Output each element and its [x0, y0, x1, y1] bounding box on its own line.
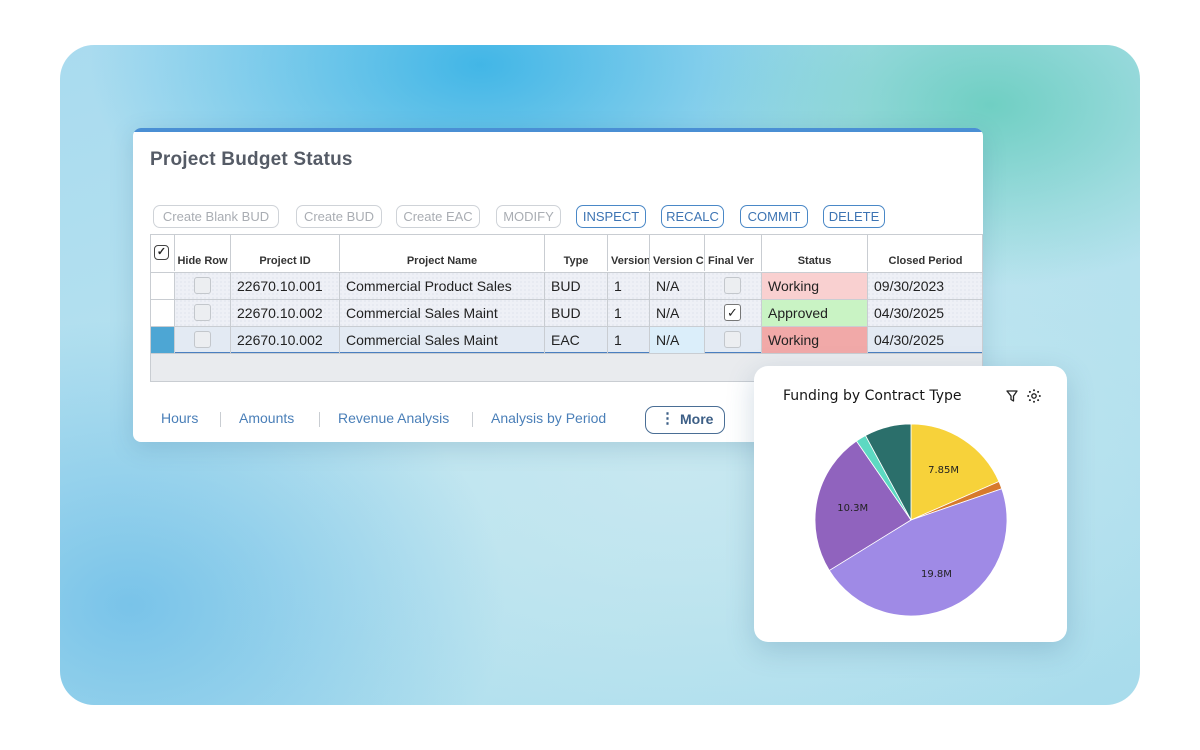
create-bud-button[interactable]: Create BUD: [296, 205, 382, 228]
column-header-project-id[interactable]: Project ID: [231, 235, 340, 271]
version-c-cell[interactable]: N/A: [650, 326, 705, 353]
table-row[interactable]: 22670.10.001 Commercial Product Sales BU…: [151, 272, 982, 299]
vertical-dots-icon: ⋮: [660, 410, 675, 427]
final-ver-checkbox[interactable]: [724, 331, 741, 348]
filter-icon[interactable]: [1006, 390, 1018, 402]
pie-data-label: 19.8M: [921, 569, 952, 580]
type-cell[interactable]: BUD: [545, 272, 608, 299]
version-c-cell[interactable]: N/A: [650, 272, 705, 299]
hide-row-cell: [175, 272, 231, 299]
column-header-hide-row[interactable]: Hide Row: [175, 235, 231, 271]
create-blank-bud-button[interactable]: Create Blank BUD: [153, 205, 279, 228]
project-name-cell[interactable]: Commercial Sales Maint: [340, 326, 545, 353]
pie-slice-0[interactable]: [910, 423, 1000, 521]
funding-chart-card: Funding by Contract Type 7.85M 19.8M 10.3M: [754, 366, 1067, 642]
status-cell[interactable]: Approved: [762, 299, 868, 326]
page-title: Project Budget Status: [150, 149, 353, 170]
column-header-version-c[interactable]: Version C: [650, 235, 705, 271]
table-row-selected[interactable]: 22670.10.002 Commercial Sales Maint EAC …: [151, 326, 982, 353]
more-button[interactable]: ⋮ More: [645, 406, 725, 434]
final-ver-cell: [705, 326, 762, 353]
chart-toolbar: [1006, 389, 1041, 403]
pie-chart: 7.85M 19.8M 10.3M: [814, 423, 1008, 617]
hide-row-cell: [175, 326, 231, 353]
row-selector[interactable]: [151, 326, 175, 353]
column-header-final-ver[interactable]: Final Ver: [705, 235, 762, 271]
pie-data-label: 10.3M: [837, 503, 868, 514]
select-all-header: ✓: [151, 235, 175, 271]
project-name-cell[interactable]: Commercial Product Sales: [340, 272, 545, 299]
pie-slice-5[interactable]: [864, 423, 912, 521]
column-header-version[interactable]: Version: [608, 235, 650, 271]
status-cell[interactable]: Working: [762, 272, 868, 299]
chart-title: Funding by Contract Type: [783, 388, 962, 404]
final-ver-checkbox[interactable]: [724, 277, 741, 294]
tab-revenue-analysis[interactable]: Revenue Analysis: [338, 410, 450, 426]
version-cell[interactable]: 1: [608, 272, 650, 299]
final-ver-cell: [705, 272, 762, 299]
modify-button[interactable]: MODIFY: [496, 205, 561, 228]
pie-data-label: 7.85M: [928, 465, 959, 476]
commit-button[interactable]: COMMIT: [740, 205, 808, 228]
version-cell[interactable]: 1: [608, 326, 650, 353]
project-id-cell[interactable]: 22670.10.002: [231, 299, 340, 326]
version-c-cell[interactable]: N/A: [650, 299, 705, 326]
delete-button[interactable]: DELETE: [823, 205, 885, 228]
more-label: More: [680, 411, 714, 427]
pie-slice-2[interactable]: [828, 488, 1008, 617]
tab-analysis-by-period[interactable]: Analysis by Period: [491, 410, 607, 426]
tab-divider: [319, 412, 320, 427]
closed-period-cell[interactable]: 04/30/2025: [868, 326, 982, 353]
tab-divider: [220, 412, 221, 427]
inspect-button[interactable]: INSPECT: [576, 205, 646, 228]
type-cell[interactable]: BUD: [545, 299, 608, 326]
row-selector[interactable]: [151, 299, 175, 326]
hide-row-checkbox[interactable]: [194, 304, 211, 321]
status-cell[interactable]: Working: [762, 326, 868, 353]
tab-amounts[interactable]: Amounts: [239, 410, 295, 426]
tab-hours[interactable]: Hours: [161, 410, 199, 426]
create-eac-button[interactable]: Create EAC: [396, 205, 480, 228]
tab-divider: [472, 412, 473, 427]
settings-icon[interactable]: [1027, 389, 1041, 403]
final-ver-cell: ✓: [705, 299, 762, 326]
final-ver-checkbox[interactable]: ✓: [724, 304, 741, 321]
hide-row-checkbox[interactable]: [194, 277, 211, 294]
hide-row-checkbox[interactable]: [194, 331, 211, 348]
select-all-checkbox[interactable]: ✓: [154, 245, 169, 260]
column-header-project-name[interactable]: Project Name: [340, 235, 545, 271]
project-id-cell[interactable]: 22670.10.001: [231, 272, 340, 299]
recalc-button[interactable]: RECALC: [661, 205, 724, 228]
project-id-cell[interactable]: 22670.10.002: [231, 326, 340, 353]
table-row[interactable]: 22670.10.002 Commercial Sales Maint BUD …: [151, 299, 982, 326]
pie-slice-3[interactable]: [814, 440, 912, 571]
column-header-type[interactable]: Type: [545, 235, 608, 271]
type-cell[interactable]: EAC: [545, 326, 608, 353]
column-header-closed-period[interactable]: Closed Period: [868, 235, 982, 271]
project-budget-panel: Project Budget Status Create Blank BUD C…: [133, 128, 983, 442]
closed-period-cell[interactable]: 09/30/2023: [868, 272, 982, 299]
row-selector[interactable]: [151, 272, 175, 299]
version-cell[interactable]: 1: [608, 299, 650, 326]
project-name-cell[interactable]: Commercial Sales Maint: [340, 299, 545, 326]
column-header-status[interactable]: Status: [762, 235, 868, 271]
budget-grid: ✓ Hide Row Project ID Project Name Type …: [150, 234, 983, 382]
closed-period-cell[interactable]: 04/30/2025: [868, 299, 982, 326]
hide-row-cell: [175, 299, 231, 326]
